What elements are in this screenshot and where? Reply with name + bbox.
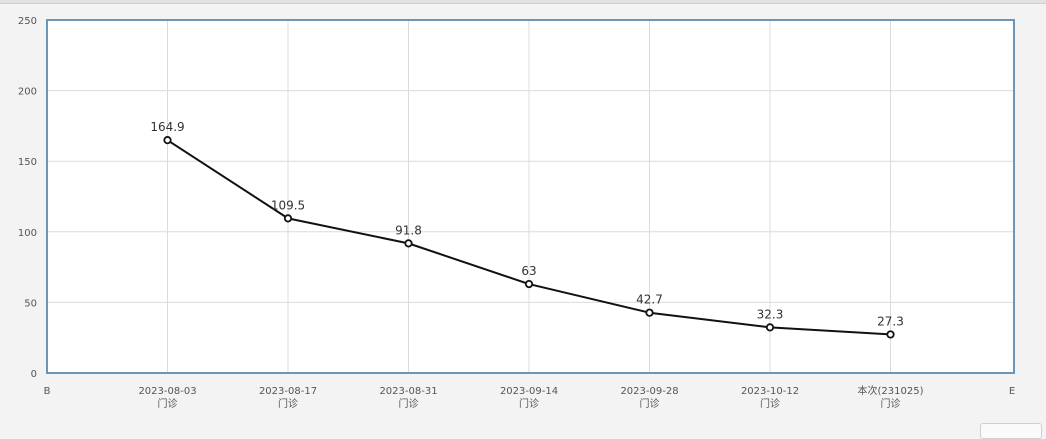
x-edge-label-start: B bbox=[44, 386, 51, 397]
x-tick-sublabel: 门诊 bbox=[399, 397, 419, 410]
x-tick-sublabel: 门诊 bbox=[519, 397, 539, 410]
data-point[interactable] bbox=[765, 323, 775, 332]
x-tick-label: 2023-08-17 bbox=[259, 386, 317, 397]
data-point[interactable] bbox=[524, 279, 534, 289]
x-tick-sublabel: 门诊 bbox=[640, 397, 660, 410]
data-label: 109.5 bbox=[271, 198, 305, 212]
data-point[interactable] bbox=[886, 330, 895, 339]
top-divider bbox=[0, 0, 1046, 4]
data-label: 91.8 bbox=[395, 223, 422, 237]
x-tick-label: 2023-08-31 bbox=[379, 386, 437, 397]
x-tick-sublabel: 门诊 bbox=[881, 397, 901, 410]
x-tick-sublabel: 门诊 bbox=[158, 397, 178, 410]
footer-control[interactable] bbox=[980, 423, 1042, 439]
data-point[interactable] bbox=[163, 136, 172, 145]
y-tick-label: 0 bbox=[31, 369, 37, 380]
x-tick-sublabel: 门诊 bbox=[278, 397, 298, 410]
x-tick-sublabel: 门诊 bbox=[760, 397, 780, 410]
plot-border bbox=[46, 19, 1015, 374]
y-tick-label: 200 bbox=[18, 87, 37, 98]
x-edge-label-end: E bbox=[1009, 386, 1015, 397]
data-point[interactable] bbox=[283, 214, 293, 223]
data-label: 27.3 bbox=[877, 314, 904, 328]
data-point[interactable] bbox=[404, 239, 413, 248]
data-point[interactable] bbox=[645, 308, 654, 317]
data-label: 42.7 bbox=[636, 293, 663, 307]
x-tick-label: 本次(231025) bbox=[858, 384, 924, 397]
y-tick-label: 150 bbox=[18, 157, 37, 168]
data-label: 32.3 bbox=[757, 307, 784, 321]
data-label: 164.9 bbox=[150, 120, 184, 134]
x-tick-label: 2023-08-03 bbox=[138, 386, 196, 397]
y-tick-label: 250 bbox=[18, 16, 37, 27]
y-tick-label: 100 bbox=[18, 228, 37, 239]
plot-area bbox=[47, 20, 1014, 373]
x-tick-label: 2023-09-28 bbox=[620, 386, 678, 397]
data-label: 63 bbox=[521, 264, 536, 278]
x-tick-label: 2023-10-12 bbox=[741, 386, 799, 397]
x-tick-label: 2023-09-14 bbox=[500, 386, 558, 397]
y-tick-label: 50 bbox=[24, 298, 37, 309]
